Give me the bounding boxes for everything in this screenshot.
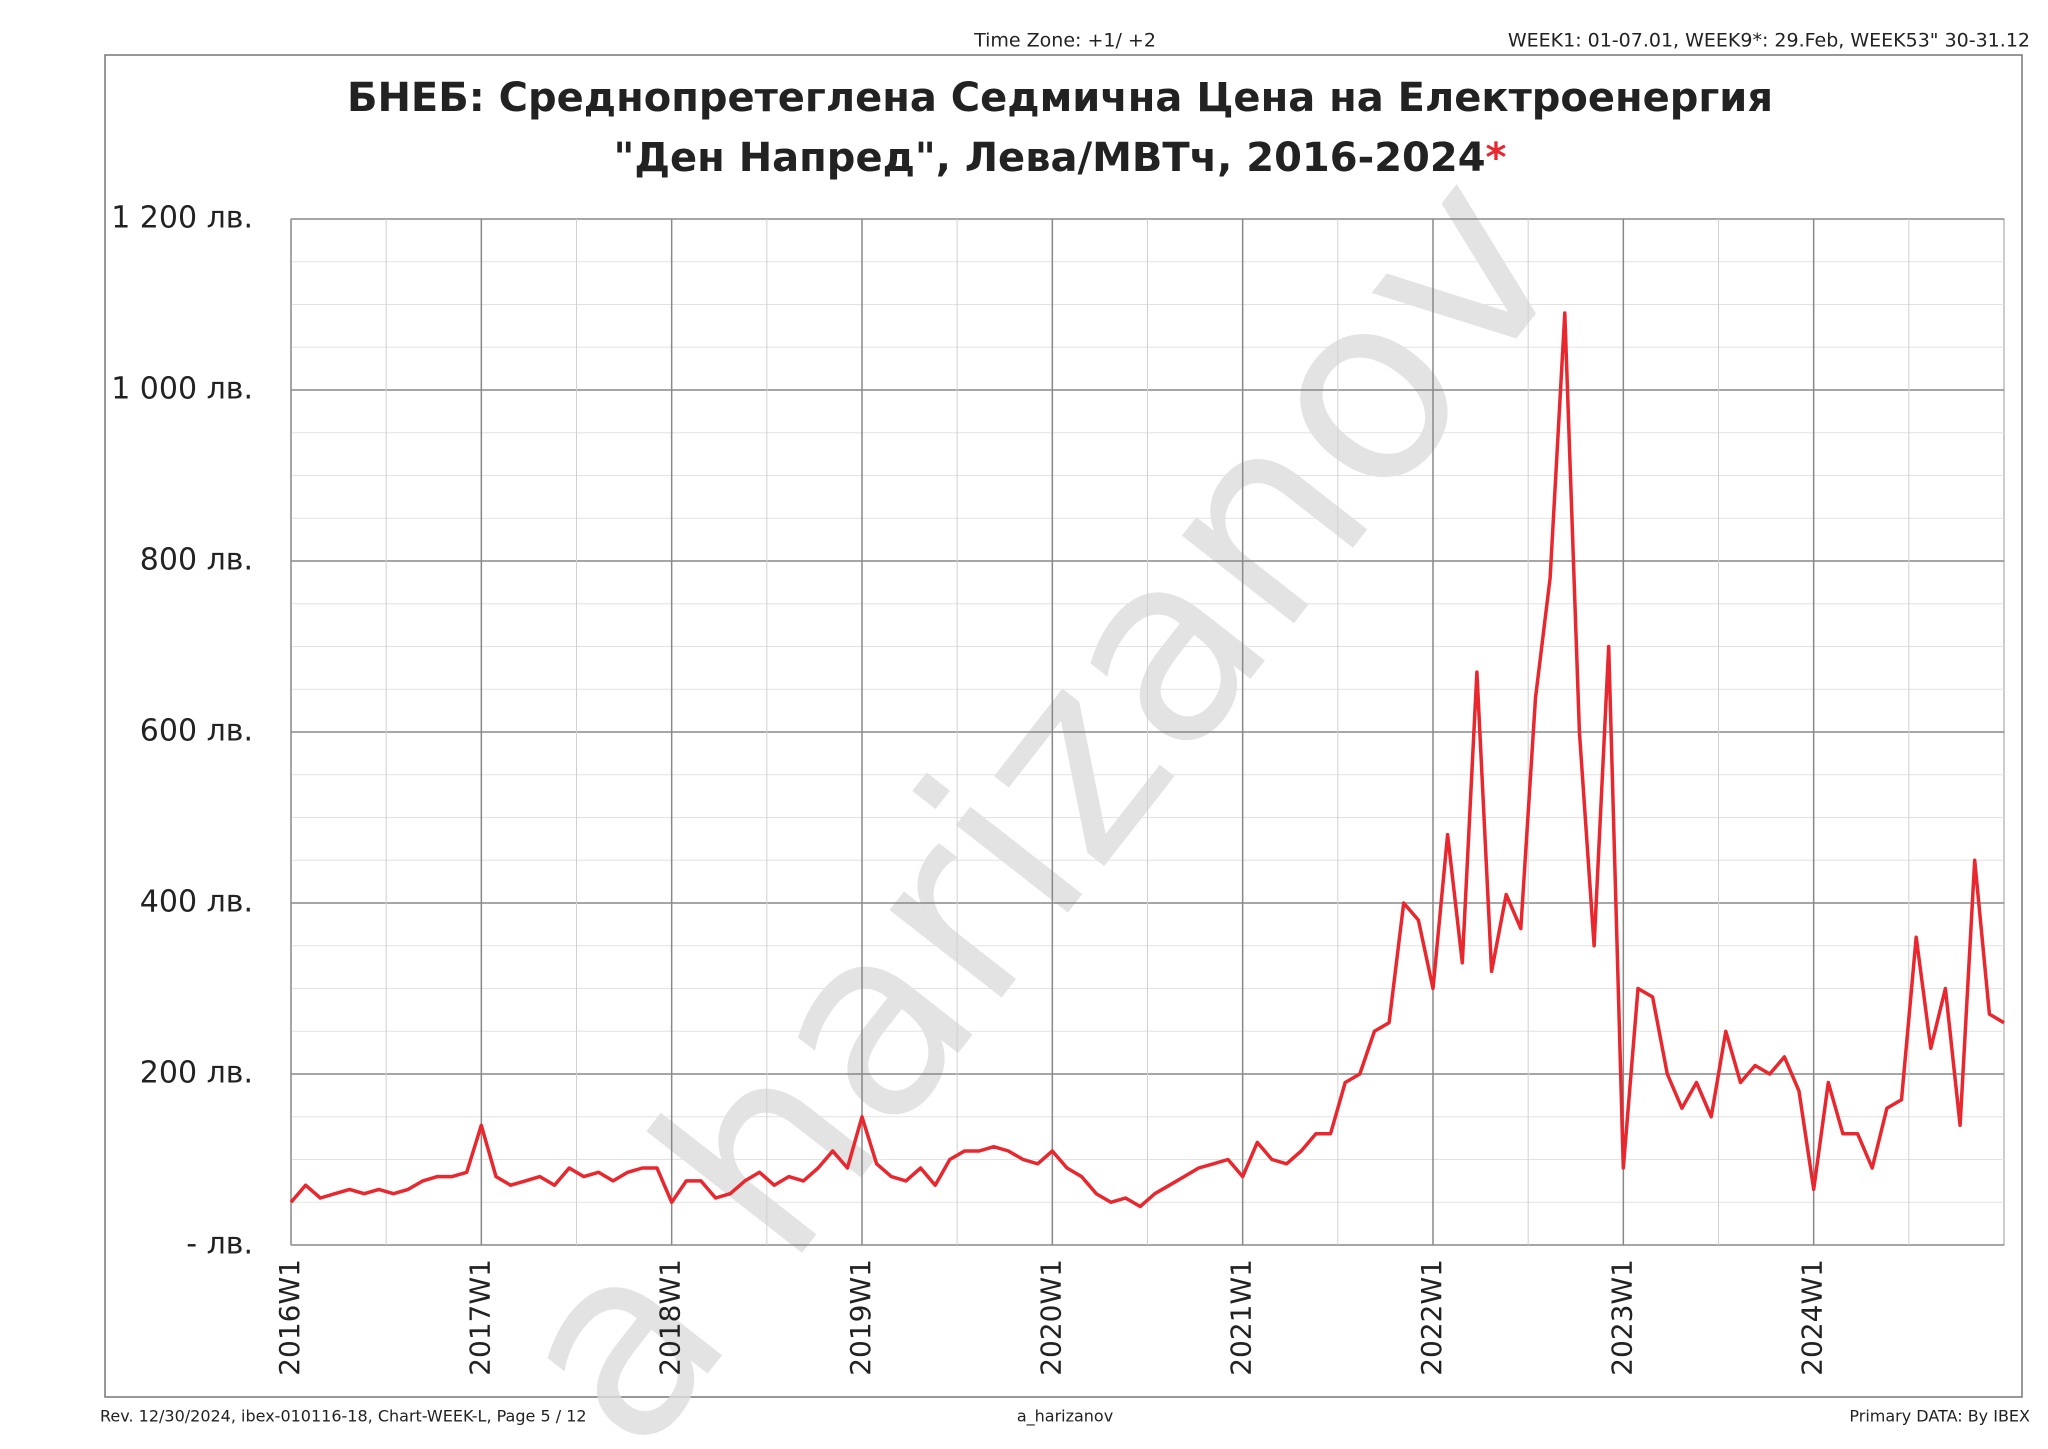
footer-left: Rev. 12/30/2024, ibex-010116-18, Chart-W… — [100, 1407, 587, 1426]
time-zone: Time Zone: +1/ +2 — [973, 30, 1156, 52]
y-tick-label: 1 000 лв. — [111, 372, 253, 407]
x-tick-label: 2017W1 — [463, 1259, 496, 1376]
week-note: WEEK1: 01-07.01, WEEK9*: 29.Feb, WEEK53"… — [1508, 30, 2030, 52]
x-tick-label: 2024W1 — [1796, 1259, 1829, 1376]
chart-title: "Ден Напред", Лева/МВТч, 2016-2024* — [614, 135, 1507, 181]
y-tick-label: 400 лв. — [140, 885, 253, 920]
footer-center: a_harizanov — [1017, 1407, 1113, 1427]
y-tick-label: 800 лв. — [140, 543, 253, 578]
x-tick-label: 2018W1 — [654, 1259, 687, 1376]
chart-title-line: "Ден Напред", Лева/МВТч, 2016-2024 — [614, 135, 1486, 181]
y-tick-label: 200 лв. — [140, 1056, 253, 1091]
x-tick-label: 2021W1 — [1225, 1259, 1258, 1376]
y-tick-label: 1 200 лв. — [111, 201, 253, 236]
watermark: a harizanov — [449, 118, 1622, 1449]
x-tick-label: 2023W1 — [1605, 1259, 1638, 1376]
footer-right: Primary DATA: By IBEX — [1849, 1407, 2030, 1426]
x-tick-label: 2019W1 — [844, 1259, 877, 1376]
frame — [104, 54, 2023, 1398]
x-tick-label: 2016W1 — [273, 1259, 306, 1376]
y-tick-label: 600 лв. — [140, 714, 253, 749]
x-tick-label: 2020W1 — [1034, 1259, 1067, 1376]
price-line — [289, 311, 2005, 1209]
y-tick-label: - лв. — [186, 1227, 253, 1262]
chart-title: БНЕБ: Среднопретеглена Седмична Цена на … — [347, 75, 1773, 121]
x-tick-label: 2022W1 — [1415, 1259, 1448, 1376]
title-mark: * — [1486, 135, 1507, 181]
